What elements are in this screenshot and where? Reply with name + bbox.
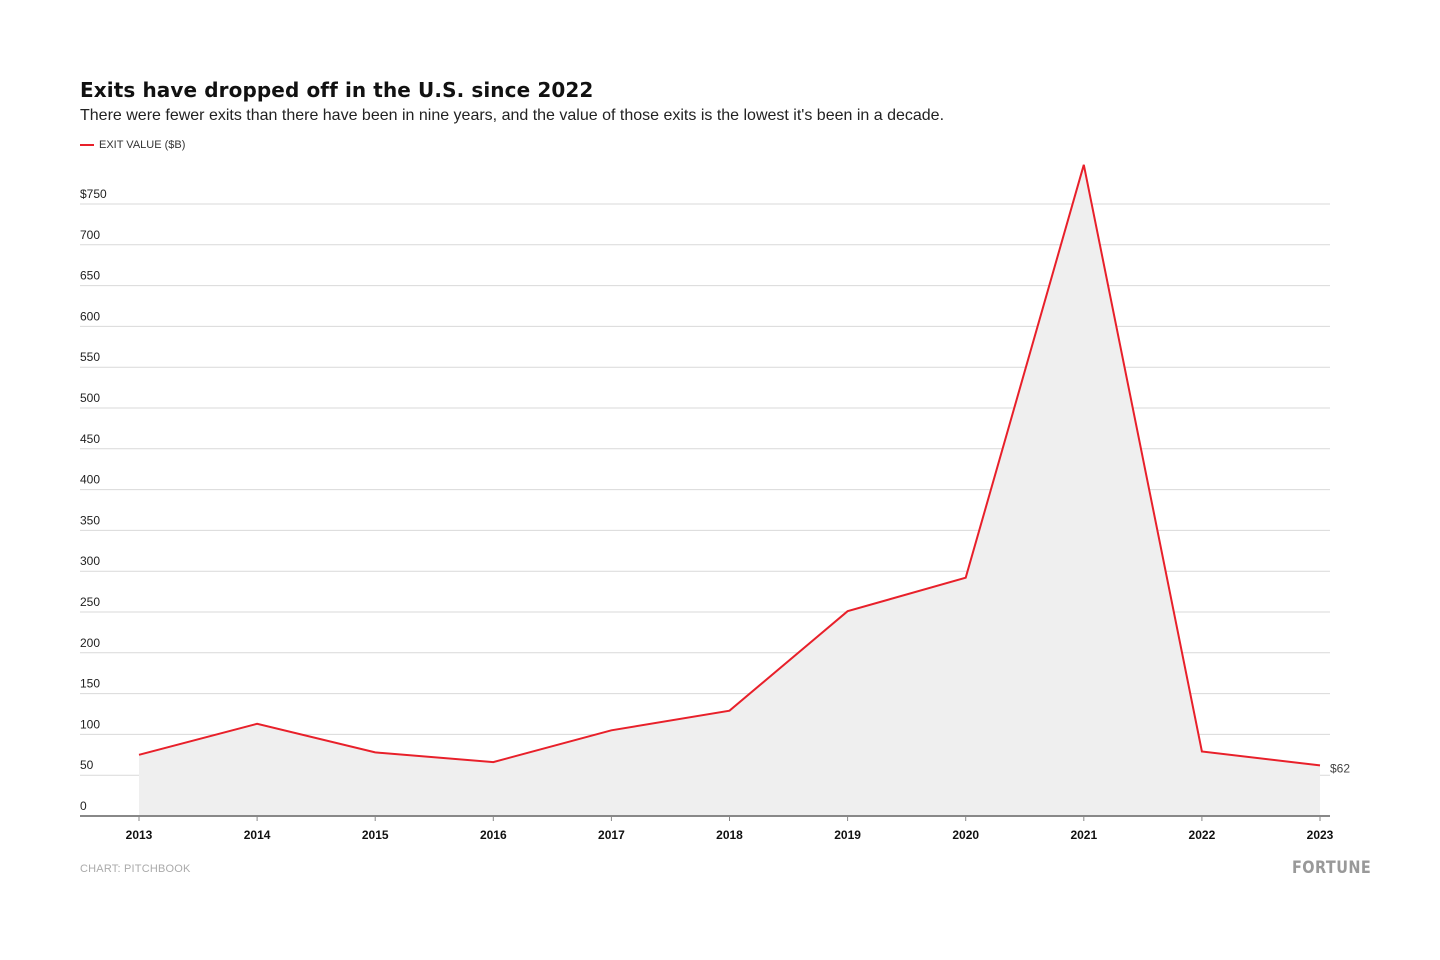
x-axis-ticks: 2013 2014 2015 2016 2017 2018 2019 2020 2021 2022… (126, 816, 1334, 842)
x-tick-label: 2021 (1070, 828, 1097, 842)
y-tick-label: 700 (80, 228, 100, 242)
chart-source: CHART: PITCHBOOK (80, 863, 191, 875)
y-tick-label: 50 (80, 758, 94, 772)
y-tick-label: 550 (80, 350, 100, 364)
x-tick-label: 2018 (716, 828, 743, 842)
y-tick-label: 400 (80, 473, 100, 487)
legend: EXIT VALUE ($B) (80, 139, 185, 151)
x-tick-label: 2023 (1307, 828, 1334, 842)
x-tick-label: 2013 (126, 828, 153, 842)
exit-value-area (139, 164, 1320, 817)
x-tick-label: 2019 (834, 828, 861, 842)
y-tick-label: 100 (80, 717, 100, 731)
legend-line-swatch (80, 144, 94, 146)
chart-title: Exits have dropped off in the U.S. since… (80, 78, 594, 102)
x-tick-label: 2022 (1189, 828, 1216, 842)
y-tick-label: 300 (80, 554, 100, 568)
y-tick-label: 250 (80, 595, 100, 609)
x-tick-label: 2014 (244, 828, 271, 842)
y-tick-label: 600 (80, 309, 100, 323)
x-tick-label: 2016 (480, 828, 507, 842)
y-tick-label: 500 (80, 391, 100, 405)
y-tick-label: 150 (80, 677, 100, 691)
y-tick-label: 200 (80, 636, 100, 650)
exit-value-line (138, 164, 1321, 767)
y-tick-label: $750 (80, 187, 107, 201)
y-axis-ticks: 0 50 100 150 200 250 300 350 400 450 500 550 600 650 7… (80, 187, 107, 813)
legend-label: EXIT VALUE ($B) (99, 139, 186, 151)
y-tick-label: 650 (80, 269, 100, 283)
chart-subtitle: There were fewer exits than there have b… (80, 107, 945, 124)
y-tick-label: 350 (80, 513, 100, 527)
x-tick-label: 2015 (362, 828, 389, 842)
x-tick-label: 2017 (598, 828, 625, 842)
end-value-label: $62 (1330, 761, 1350, 775)
fortune-logo: FORTUNE (1292, 858, 1372, 878)
y-tick-label: 450 (80, 432, 100, 446)
x-tick-label: 2020 (952, 828, 979, 842)
y-tick-label: 0 (80, 799, 87, 813)
